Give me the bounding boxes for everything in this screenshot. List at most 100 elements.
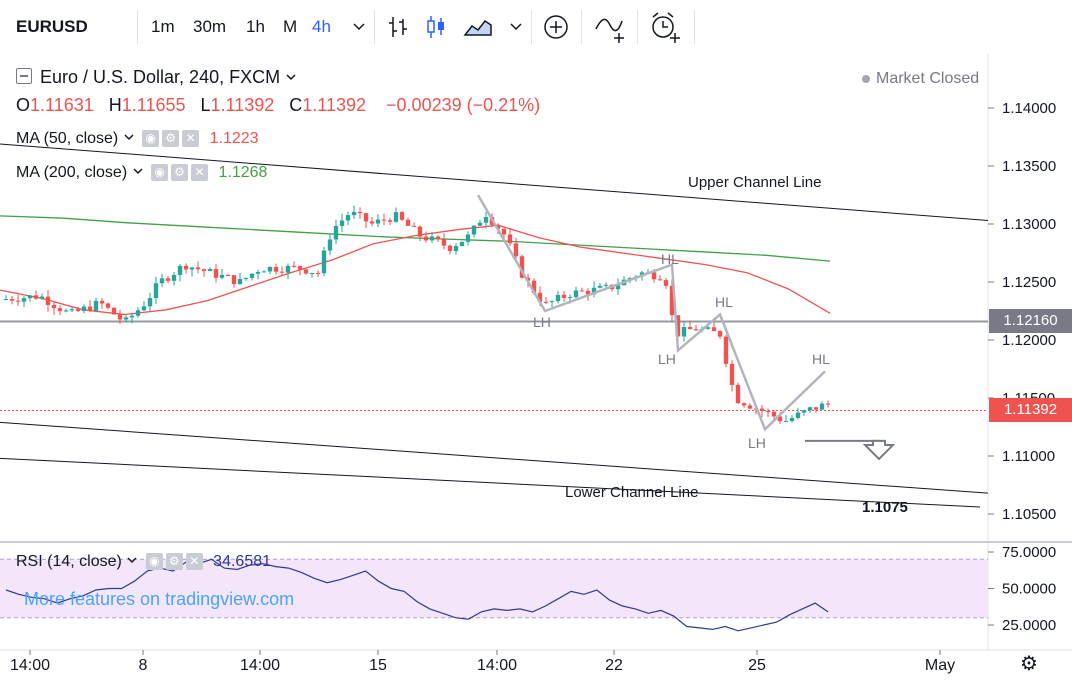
gear-icon[interactable]: ⚙: [171, 164, 189, 182]
y-tick-label: 1.13000: [1002, 216, 1056, 233]
interval-4h[interactable]: 4h: [312, 17, 331, 36]
candle-body: [225, 274, 231, 276]
candle-body: [135, 310, 141, 316]
candle-body: [357, 211, 363, 214]
candle-body: [789, 417, 795, 422]
candle-body: [777, 416, 783, 422]
eye-icon[interactable]: ◉: [142, 130, 160, 148]
chevron-down-icon[interactable]: [285, 73, 297, 83]
candle-body: [51, 305, 57, 309]
annotation-label: Upper Channel Line: [688, 174, 821, 191]
symbol-search[interactable]: EURUSD: [16, 17, 88, 36]
close-icon[interactable]: ✕: [185, 553, 203, 571]
candle-body: [363, 213, 369, 222]
annotation-label: LH: [658, 351, 676, 367]
x-tick-label: 14:00: [240, 657, 280, 674]
interval-1h[interactable]: 1h: [246, 17, 265, 36]
candle-body: [171, 274, 177, 281]
lower-channel-line-2: [0, 457, 981, 508]
candle-body: [711, 327, 717, 332]
candle-body: [669, 285, 675, 316]
candle-body: [9, 298, 15, 301]
add-indicator-icon[interactable]: [542, 13, 570, 41]
close-icon[interactable]: ✕: [182, 130, 200, 148]
candle-body: [285, 265, 291, 273]
candle-body: [471, 225, 477, 235]
candle-body: [267, 266, 273, 272]
chevron-down-icon[interactable]: [509, 21, 523, 33]
x-tick-label: 25: [748, 657, 766, 674]
chevron-down-icon[interactable]: [352, 21, 366, 33]
candle-body: [681, 326, 687, 337]
market-structure-zigzag: [476, 194, 826, 432]
interval-month[interactable]: M: [283, 17, 298, 36]
candle-body: [813, 407, 819, 410]
candle-body: [783, 421, 789, 423]
compare-icon[interactable]: [594, 13, 628, 43]
candle-body: [807, 407, 813, 411]
candle-body: [327, 239, 333, 251]
market-status-text: Market Closed: [876, 70, 980, 87]
gear-icon[interactable]: ⚙: [1020, 653, 1038, 675]
status-dot-icon: [862, 74, 870, 83]
rsi-tick-label: 50.0000: [1002, 581, 1056, 598]
candle-body: [33, 295, 39, 299]
close-icon[interactable]: ✕: [191, 164, 209, 182]
alarm-icon[interactable]: [649, 11, 683, 43]
candle-body: [771, 411, 777, 417]
candle-body: [345, 215, 351, 221]
area-chart-icon[interactable]: [462, 13, 494, 41]
candle-body: [243, 277, 249, 279]
chart-legend-title: Euro / U.S. Dollar, 240, FXCM: [16, 67, 297, 88]
low-label: L: [200, 95, 211, 115]
candle-body: [399, 212, 405, 220]
candle-body: [315, 272, 321, 274]
chevron-down-icon[interactable]: [123, 133, 135, 143]
candle-body: [537, 292, 543, 302]
eye-icon[interactable]: ◉: [151, 164, 169, 182]
candle-body: [549, 301, 555, 303]
candle-body: [153, 283, 159, 299]
candle-body: [555, 294, 561, 302]
candle-body: [429, 236, 435, 241]
annotation-label: HL: [812, 351, 830, 367]
ma50-label: MA (50, close): [16, 130, 119, 147]
bar-chart-icon[interactable]: [385, 13, 413, 41]
candle-body: [411, 225, 417, 227]
candle-body: [183, 265, 189, 270]
ohlc-values: O1.11631 H1.11655 L1.11392 C1.11392 −0.0…: [16, 95, 540, 116]
y-tick-label: 1.12000: [1002, 332, 1056, 349]
price-tag-last: 1.11392: [989, 398, 1072, 422]
candle-body: [423, 236, 429, 241]
tradingview-watermark[interactable]: More features on tradingview.com: [24, 589, 295, 609]
eye-icon[interactable]: ◉: [145, 553, 163, 571]
candle-body: [597, 285, 603, 288]
candle-body: [111, 307, 117, 315]
close-value: 1.11392: [302, 95, 367, 115]
candle-body: [405, 219, 411, 226]
gear-icon[interactable]: ⚙: [165, 553, 183, 571]
rsi-label: RSI (14, close): [16, 553, 122, 570]
interval-30m[interactable]: 30m: [193, 17, 227, 36]
interval-1m[interactable]: 1m: [151, 17, 175, 36]
x-tick-label: 14:00: [477, 657, 517, 674]
chevron-down-icon[interactable]: [132, 167, 144, 177]
candle-body: [795, 412, 801, 418]
candle-body: [375, 219, 381, 224]
collapse-legend-icon[interactable]: [16, 68, 32, 84]
candle-body: [801, 410, 807, 413]
low-value: 1.11392: [210, 95, 275, 115]
candles-icon[interactable]: [423, 13, 451, 41]
candle-body: [129, 315, 135, 318]
toolbar-divider: [531, 10, 532, 44]
candle-body: [759, 408, 765, 411]
candle-body: [27, 295, 33, 299]
open-value: 1.11631: [30, 95, 94, 115]
candle-body: [765, 410, 771, 412]
annotation-label: LH: [533, 314, 551, 330]
chevron-down-icon[interactable]: [126, 556, 138, 566]
price-chart[interactable]: 1.140001.135001.130001.125001.120001.115…: [0, 54, 1072, 686]
candle-body: [63, 310, 69, 312]
series-title: Euro / U.S. Dollar, 240, FXCM: [40, 67, 281, 87]
gear-icon[interactable]: ⚙: [162, 130, 180, 148]
